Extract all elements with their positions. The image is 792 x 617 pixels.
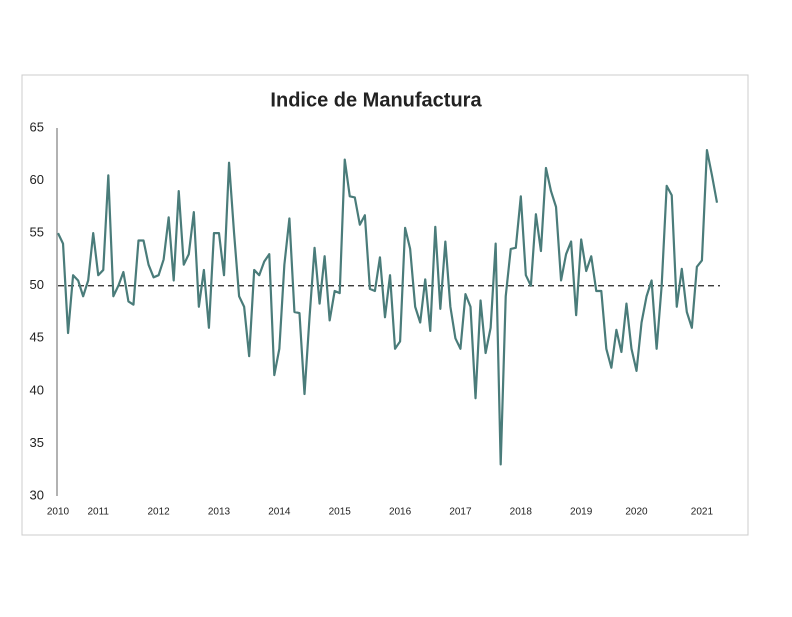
x-tick-label: 2010 bbox=[47, 507, 70, 518]
y-tick-label: 65 bbox=[30, 119, 44, 134]
x-tick-label: 2012 bbox=[147, 507, 170, 518]
y-tick-label: 30 bbox=[30, 487, 44, 502]
y-tick-label: 35 bbox=[30, 435, 44, 450]
y-tick-label: 45 bbox=[30, 330, 44, 345]
y-tick-label: 55 bbox=[30, 225, 44, 240]
x-tick-label: 2016 bbox=[389, 507, 412, 518]
x-tick-label: 2015 bbox=[329, 507, 352, 518]
x-tick-label: 2019 bbox=[570, 507, 593, 518]
x-tick-label: 2021 bbox=[691, 507, 714, 518]
chart-title: Indice de Manufactura bbox=[270, 89, 482, 111]
y-tick-label: 50 bbox=[30, 277, 44, 292]
x-tick-label: 2013 bbox=[208, 507, 231, 518]
y-tick-label: 60 bbox=[30, 172, 44, 187]
x-tick-label: 2014 bbox=[268, 507, 291, 518]
x-tick-label: 2011 bbox=[87, 507, 109, 518]
data-line bbox=[57, 148, 719, 466]
x-tick-label: 2017 bbox=[449, 507, 472, 518]
x-tick-label: 2020 bbox=[625, 507, 648, 518]
x-tick-label: 2018 bbox=[510, 507, 533, 518]
y-tick-label: 40 bbox=[30, 382, 44, 397]
